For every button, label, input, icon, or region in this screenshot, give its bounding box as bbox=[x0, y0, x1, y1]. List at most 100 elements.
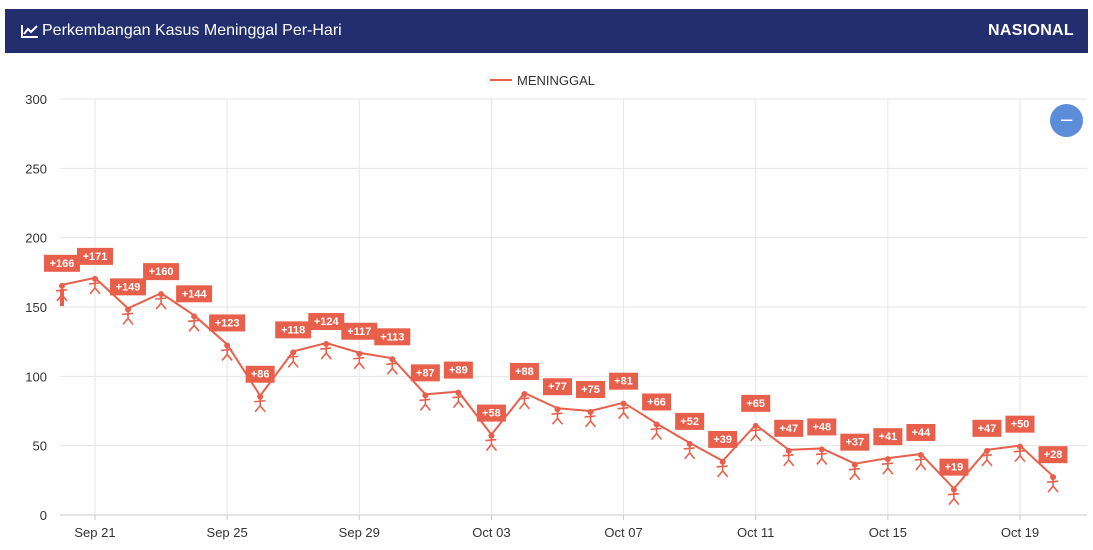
data-label: +160 bbox=[149, 266, 174, 278]
x-tick-label: Oct 15 bbox=[869, 525, 907, 540]
data-point[interactable] bbox=[386, 356, 398, 375]
data-label: +118 bbox=[281, 324, 305, 336]
data-label-box bbox=[143, 263, 180, 281]
data-point[interactable] bbox=[353, 350, 365, 370]
data-point[interactable] bbox=[320, 341, 332, 360]
data-point[interactable] bbox=[980, 447, 993, 467]
data-point[interactable] bbox=[617, 400, 630, 420]
y-tick-label: 50 bbox=[33, 439, 47, 454]
data-point[interactable] bbox=[881, 456, 894, 475]
data-label: +48 bbox=[812, 421, 831, 433]
x-tick-label: Oct 07 bbox=[604, 525, 642, 540]
data-label: +28 bbox=[1044, 449, 1063, 461]
data-point[interactable] bbox=[1013, 443, 1026, 463]
data-label: +37 bbox=[845, 437, 864, 449]
data-label: +88 bbox=[515, 366, 534, 378]
data-label-box bbox=[509, 362, 539, 380]
data-label: +166 bbox=[50, 258, 75, 270]
data-label-box bbox=[873, 428, 903, 446]
y-tick-label: 250 bbox=[25, 161, 47, 176]
data-label: +117 bbox=[347, 326, 371, 338]
y-tick-label: 200 bbox=[25, 231, 47, 246]
data-label: +50 bbox=[1011, 419, 1030, 431]
x-tick-label: Sep 29 bbox=[339, 525, 380, 540]
data-label: +113 bbox=[380, 331, 404, 343]
data-point[interactable] bbox=[287, 349, 299, 368]
data-label-box bbox=[774, 419, 804, 437]
data-point[interactable] bbox=[848, 461, 861, 481]
data-label: +124 bbox=[314, 316, 340, 328]
data-point[interactable] bbox=[650, 421, 663, 440]
zoom-out-button[interactable]: − bbox=[1050, 104, 1083, 137]
series-line-meninggal bbox=[60, 276, 1054, 491]
data-point[interactable] bbox=[485, 432, 498, 452]
data-label-box bbox=[543, 378, 572, 396]
legend-label: MENINGGAL bbox=[517, 73, 595, 88]
line-chart: 0 50 100 150 200 250 300 Sep 21 Sep 25 Sep 29 Oct … bbox=[25, 73, 1087, 540]
header-title: Perkembangan Kasus Meninggal Per-Hari bbox=[42, 22, 342, 39]
data-label: +58 bbox=[482, 408, 501, 420]
data-point[interactable] bbox=[88, 275, 101, 295]
y-tick-label: 100 bbox=[25, 369, 47, 384]
x-tick-label: Oct 03 bbox=[472, 525, 510, 540]
x-tick-label: Oct 19 bbox=[1001, 525, 1039, 540]
data-label: +149 bbox=[116, 281, 141, 293]
data-label-box bbox=[576, 381, 606, 398]
data-point[interactable] bbox=[551, 406, 564, 425]
data-point[interactable] bbox=[815, 446, 828, 465]
x-tick-label: Sep 21 bbox=[74, 525, 115, 540]
data-label-box bbox=[807, 418, 837, 436]
data-point[interactable] bbox=[749, 422, 762, 442]
data-label-box bbox=[209, 314, 246, 332]
data-label: +44 bbox=[912, 427, 932, 439]
line-chart-icon bbox=[21, 25, 38, 38]
header-title-group: Perkembangan Kasus Meninggal Per-Hari bbox=[21, 22, 342, 40]
data-point[interactable] bbox=[716, 458, 729, 478]
data-label: +77 bbox=[548, 381, 567, 393]
x-tick-label: Oct 11 bbox=[737, 525, 774, 540]
data-label: +171 bbox=[83, 251, 108, 263]
data-label-box bbox=[840, 433, 870, 451]
data-label-box bbox=[374, 328, 411, 346]
data-label-box bbox=[741, 394, 771, 412]
data-label: +89 bbox=[449, 365, 468, 377]
data-label-box bbox=[906, 423, 936, 441]
data-point[interactable] bbox=[947, 486, 960, 506]
data-label: +123 bbox=[215, 317, 240, 329]
x-tick-label: Sep 25 bbox=[207, 525, 248, 540]
data-point[interactable] bbox=[452, 389, 465, 409]
data-label: +39 bbox=[713, 434, 732, 446]
data-label: +41 bbox=[879, 431, 898, 443]
data-point[interactable] bbox=[584, 409, 597, 428]
data-label: +86 bbox=[251, 369, 270, 381]
data-label: +52 bbox=[680, 416, 699, 428]
y-tick-label: 150 bbox=[25, 300, 47, 315]
data-point[interactable] bbox=[154, 291, 167, 310]
data-label-box bbox=[642, 393, 672, 411]
data-label: +81 bbox=[614, 376, 633, 388]
data-label-box bbox=[1005, 415, 1035, 433]
data-label: +47 bbox=[978, 423, 997, 435]
data-point[interactable] bbox=[419, 392, 431, 411]
data-label-box bbox=[308, 313, 345, 331]
data-point[interactable] bbox=[121, 306, 134, 325]
data-point[interactable] bbox=[1046, 474, 1059, 493]
data-label: +66 bbox=[647, 396, 666, 408]
data-label-box bbox=[43, 254, 80, 272]
y-tick-label: 300 bbox=[25, 92, 47, 107]
data-label: +47 bbox=[779, 423, 798, 435]
data-point[interactable] bbox=[683, 440, 696, 460]
region-label: NASIONAL bbox=[988, 22, 1074, 39]
data-point[interactable] bbox=[254, 393, 266, 413]
data-point[interactable] bbox=[221, 342, 233, 361]
data-label: +65 bbox=[746, 398, 765, 410]
data-point[interactable] bbox=[782, 447, 795, 467]
data-point[interactable] bbox=[914, 451, 927, 471]
data-point[interactable] bbox=[518, 390, 531, 410]
data-label-box bbox=[176, 285, 213, 303]
data-label-box bbox=[245, 365, 275, 383]
data-label-box bbox=[110, 278, 147, 296]
data-label: +19 bbox=[945, 462, 964, 474]
data-point[interactable] bbox=[188, 313, 200, 332]
data-label-box bbox=[443, 361, 473, 379]
